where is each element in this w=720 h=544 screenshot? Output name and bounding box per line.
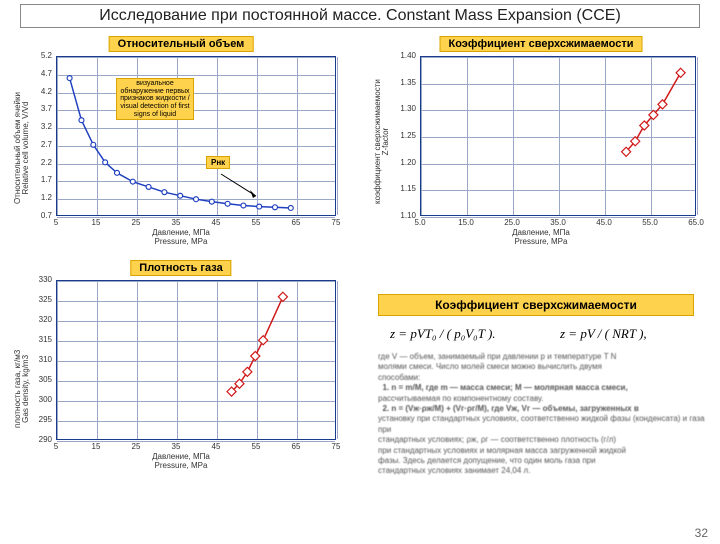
gold-bar-zfactor: Коэффициент сверхсжимаемости (378, 294, 694, 316)
chart-density: Плотность газа плотность газа, кг/м3 Gas… (6, 258, 356, 478)
slide-title: Исследование при постоянной массе. Const… (20, 4, 700, 28)
y-axis-label: коэффициент сверхсжимаемости Z-factor (374, 79, 391, 204)
annotation-box: визуальное обнаружение первых признаков … (116, 78, 194, 120)
pnk-label: Pнк (206, 156, 230, 169)
x-axis-label: Давление, МПа Pressure, MPa (6, 229, 356, 246)
chart-relative-volume: Относительный объем Относительный объем … (6, 34, 356, 254)
description-text: где V — объем, занимаемый при давлении p… (378, 352, 706, 477)
chart-title: Коэффициент сверхсжимаемости (440, 36, 643, 52)
chart-zfactor: Коэффициент сверхсжимаемости коэффициент… (366, 34, 716, 254)
page-number: 32 (695, 526, 708, 540)
formula-right: z = pV / ( NRT ), (560, 326, 647, 342)
chart-title: Плотность газа (130, 260, 231, 276)
x-axis-label: Давление, МПа Pressure, MPa (6, 453, 356, 470)
x-axis-label: Давление, МПа Pressure, MPa (366, 229, 716, 246)
chart-title: Относительный объем (109, 36, 254, 52)
formula-left: z = pVT₀ / ( p₀V₀T ). (390, 326, 496, 342)
